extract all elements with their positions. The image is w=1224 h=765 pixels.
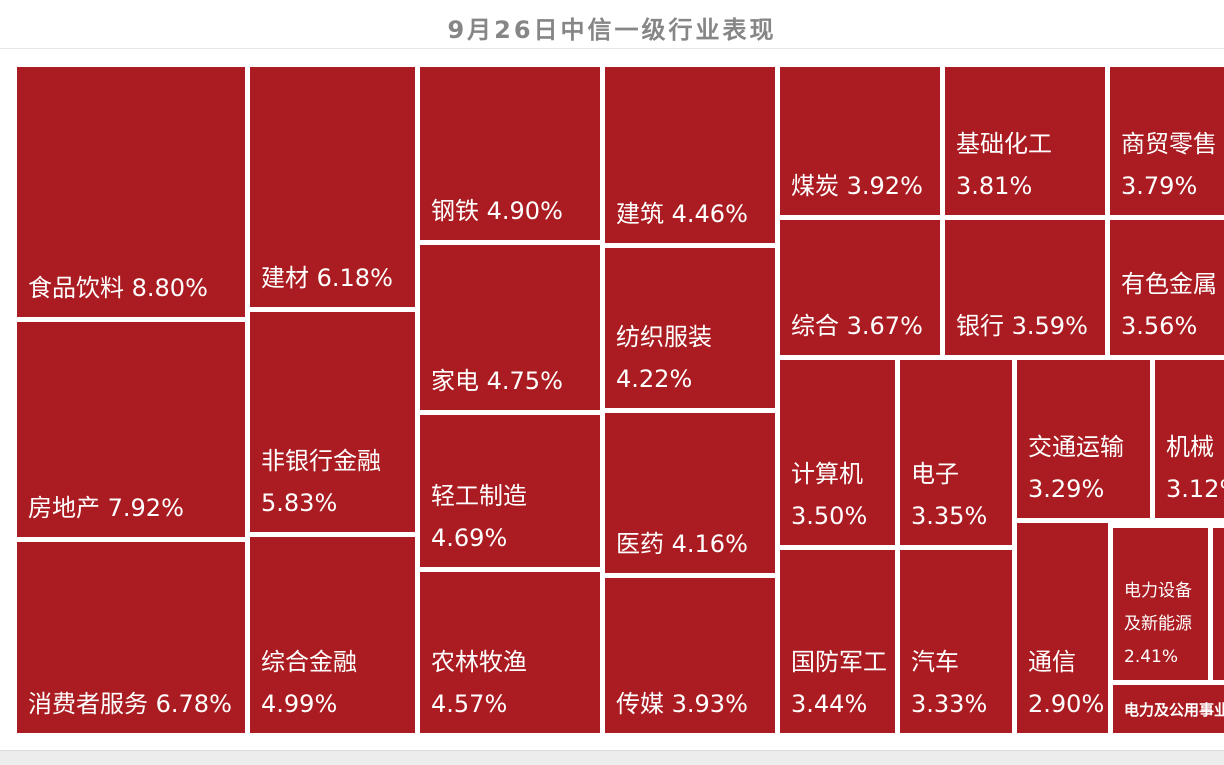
cell-label: 汽车 (911, 648, 959, 676)
cell-label: 电力及公用事业 (1124, 700, 1224, 719)
cell-value: 3.29% (1028, 475, 1105, 503)
treemap-cell-comprehensive-finance[interactable]: 综合金融 4.99% (250, 537, 415, 733)
cell-label-value: 综合 3.67% (791, 312, 923, 340)
treemap-cell-basic-chemicals[interactable]: 基础化工 3.81% (945, 67, 1105, 215)
treemap-cell-pharma[interactable]: 医药 4.16% (605, 413, 775, 573)
cell-label-value: 家电 4.75% (431, 367, 563, 395)
treemap-cell-construction[interactable]: 建筑 4.46% (605, 67, 775, 243)
cell-label-value: 食品饮料 8.80% (28, 274, 208, 302)
cell-label: 非银行金融 (261, 447, 381, 475)
treemap-cell-electronics[interactable]: 电子 3.35% (900, 360, 1012, 545)
cell-value: 3.56% (1121, 312, 1198, 340)
cell-label-value: 煤炭 3.92% (791, 172, 923, 200)
cell-label: 计算机 (791, 460, 863, 488)
cell-label: 轻工制造 (431, 482, 527, 510)
treemap-cell-banks[interactable]: 银行 3.59% (945, 220, 1105, 355)
cell-label: 基础化工 (956, 130, 1052, 158)
cell-label-value: 钢铁 4.90% (431, 197, 563, 225)
header-divider (0, 48, 1224, 49)
cell-label: 机械 (1166, 433, 1214, 461)
cell-value: 3.12% (1166, 475, 1224, 503)
treemap-cell-agriculture[interactable]: 农林牧渔 4.57% (420, 572, 600, 733)
footer-strip (0, 750, 1224, 765)
cell-label: 纺织服装 (616, 323, 712, 351)
cell-label-value: 房地产 7.92% (28, 494, 184, 522)
cell-label-value: 传媒 3.93% (616, 690, 748, 718)
treemap-cell-light-manufacturing[interactable]: 轻工制造 4.69% (420, 415, 600, 567)
treemap-cell-media[interactable]: 传媒 3.93% (605, 578, 775, 733)
cell-value: 3.50% (791, 502, 868, 530)
cell-label-value: 建筑 4.46% (616, 200, 748, 228)
treemap-cell-autos[interactable]: 汽车 3.33% (900, 550, 1012, 733)
cell-label: 通信 (1028, 648, 1076, 676)
cell-value: 4.22% (616, 365, 693, 393)
cell-label: 电子 (911, 460, 959, 488)
treemap-cell-food-beverage[interactable]: 食品饮料 8.80% (17, 67, 245, 317)
cell-value: 4.57% (431, 690, 508, 718)
treemap-cell-transportation[interactable]: 交通运输 3.29% (1017, 360, 1150, 518)
cell-label: 电力设备 (1124, 580, 1192, 601)
cell-value: 4.69% (431, 524, 508, 552)
treemap-cell-machinery[interactable]: 机械 3.12% (1155, 360, 1224, 518)
treemap-cell-nonferrous-metals[interactable]: 有色金属 3.56% (1110, 220, 1224, 355)
treemap-cell-non-bank-finance[interactable]: 非银行金融 5.83% (250, 312, 415, 532)
treemap-cell-defense[interactable]: 国防军工 3.44% (780, 550, 895, 733)
chart-title: 9月26日中信一级行业表现 (447, 16, 777, 44)
treemap-cell-computers[interactable]: 计算机 3.50% (780, 360, 895, 545)
cell-label: 及新能源 (1124, 613, 1192, 634)
cell-label: 商贸零售 (1121, 130, 1217, 158)
cell-value: 5.83% (261, 489, 338, 517)
cell-value: 3.79% (1121, 172, 1198, 200)
cell-value: 3.33% (911, 690, 988, 718)
treemap-cell-telecom[interactable]: 通信 2.90% (1017, 523, 1108, 733)
cell-label: 综合金融 (261, 648, 357, 676)
cell-label: 农林牧渔 (431, 648, 527, 676)
treemap-cell-clipped-right[interactable] (1213, 528, 1224, 680)
cell-label-value: 医药 4.16% (616, 530, 748, 558)
cell-value: 4.99% (261, 690, 338, 718)
cell-value: 3.81% (956, 172, 1033, 200)
treemap-cell-textiles-apparel[interactable]: 纺织服装 4.22% (605, 248, 775, 408)
treemap-cell-retail[interactable]: 商贸零售 3.79% (1110, 67, 1224, 215)
treemap-cell-power-utilities[interactable]: 电力及公用事业 (1113, 685, 1224, 733)
cell-value: 3.35% (911, 502, 988, 530)
cell-label: 有色金属 (1121, 270, 1217, 298)
treemap-cell-home-appliances[interactable]: 家电 4.75% (420, 245, 600, 410)
treemap-cell-coal[interactable]: 煤炭 3.92% (780, 67, 940, 215)
treemap-cell-building-materials[interactable]: 建材 6.18% (250, 67, 415, 307)
cell-value: 2.90% (1028, 690, 1105, 718)
cell-label: 国防军工 (791, 648, 887, 676)
treemap-cell-real-estate[interactable]: 房地产 7.92% (17, 322, 245, 537)
cell-label-value: 建材 6.18% (261, 264, 393, 292)
treemap-cell-steel[interactable]: 钢铁 4.90% (420, 67, 600, 240)
treemap-cell-consumer-services[interactable]: 消费者服务 6.78% (17, 542, 245, 733)
treemap-cell-power-equipment-new-energy[interactable]: 电力设备 及新能源 2.41% (1113, 528, 1208, 680)
cell-label-value: 消费者服务 6.78% (28, 690, 232, 718)
cell-label-value: 银行 3.59% (956, 312, 1088, 340)
cell-label: 交通运输 (1028, 433, 1124, 461)
cell-value: 2.41% (1124, 646, 1179, 667)
treemap-cell-comprehensive[interactable]: 综合 3.67% (780, 220, 940, 355)
cell-value: 3.44% (791, 690, 868, 718)
